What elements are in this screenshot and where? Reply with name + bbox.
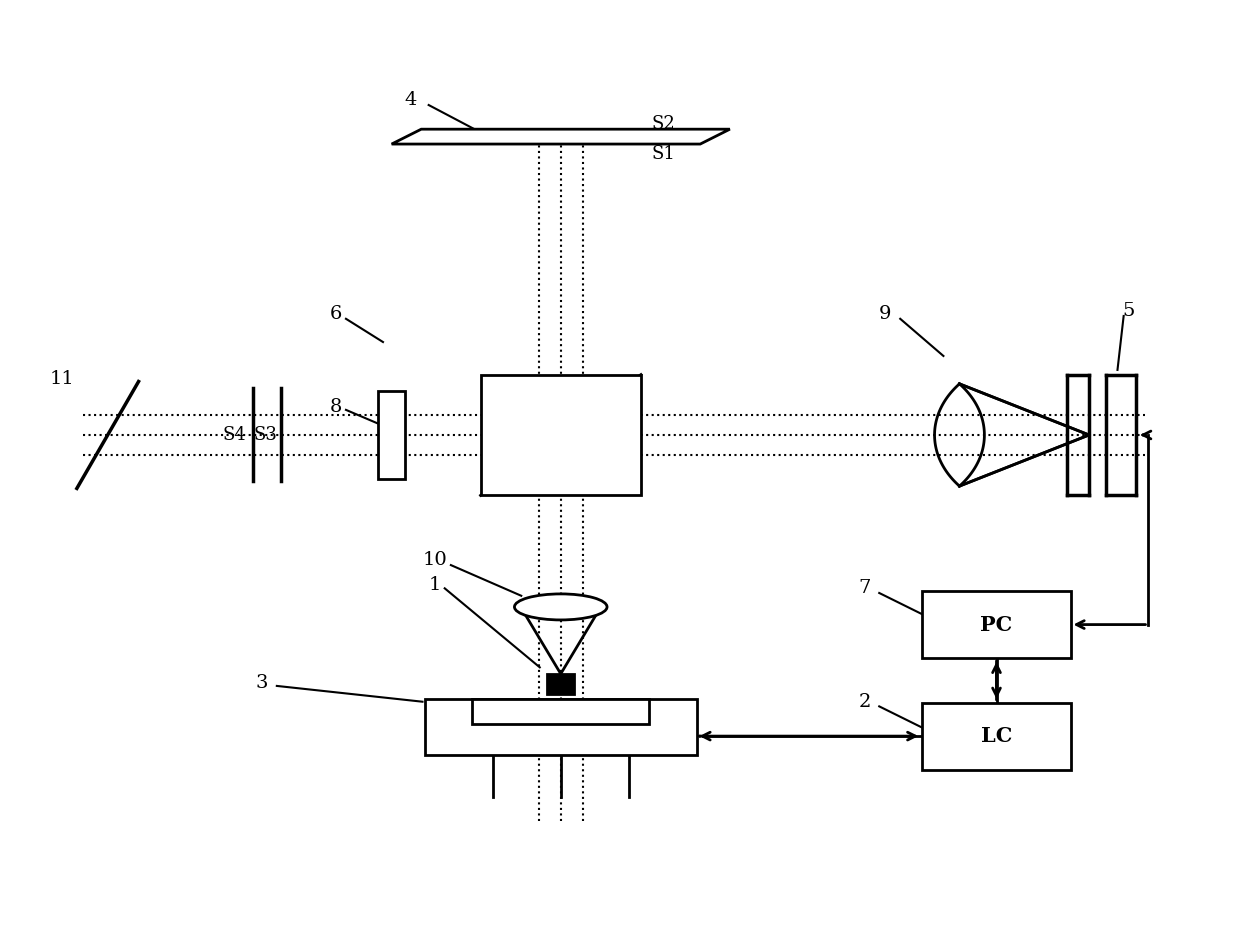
Text: S4: S4 (223, 426, 247, 444)
Bar (547, 674, 574, 695)
Bar (923, 702, 1070, 770)
Bar (425, 699, 697, 755)
Text: 4: 4 (404, 92, 417, 109)
Text: 8: 8 (330, 398, 342, 416)
Text: S2: S2 (651, 115, 675, 133)
Text: PC: PC (981, 614, 1013, 635)
Text: LC: LC (981, 726, 1012, 746)
Text: 9: 9 (879, 305, 892, 324)
Bar (923, 591, 1070, 658)
Text: 3: 3 (255, 674, 268, 692)
Bar (378, 391, 405, 479)
Text: 1: 1 (429, 576, 441, 594)
Bar (472, 699, 649, 724)
Text: 5: 5 (1122, 302, 1135, 321)
Text: 7: 7 (858, 580, 870, 597)
Text: 2: 2 (858, 693, 870, 711)
Text: S3: S3 (254, 426, 278, 444)
Ellipse shape (515, 594, 608, 620)
Bar (481, 375, 641, 496)
Text: 10: 10 (423, 552, 448, 569)
Text: 11: 11 (50, 370, 74, 388)
Polygon shape (392, 129, 730, 144)
Text: 6: 6 (330, 305, 342, 324)
Text: S1: S1 (651, 145, 675, 164)
